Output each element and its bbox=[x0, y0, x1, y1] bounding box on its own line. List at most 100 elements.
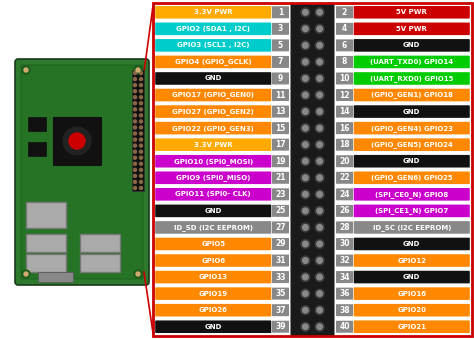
Circle shape bbox=[315, 91, 324, 100]
Circle shape bbox=[139, 90, 143, 93]
Circle shape bbox=[301, 124, 310, 133]
Text: ID_SD (I2C EEPROM): ID_SD (I2C EEPROM) bbox=[174, 224, 253, 231]
Circle shape bbox=[315, 41, 324, 50]
Circle shape bbox=[301, 306, 310, 315]
Circle shape bbox=[302, 76, 308, 81]
FancyBboxPatch shape bbox=[336, 155, 353, 167]
FancyBboxPatch shape bbox=[155, 204, 271, 217]
Text: GPIO16: GPIO16 bbox=[397, 291, 426, 297]
FancyBboxPatch shape bbox=[336, 23, 353, 35]
FancyBboxPatch shape bbox=[155, 271, 271, 283]
Text: 7: 7 bbox=[278, 57, 283, 66]
Circle shape bbox=[315, 74, 324, 83]
Circle shape bbox=[315, 8, 324, 17]
Text: 17: 17 bbox=[275, 140, 286, 149]
Text: 25: 25 bbox=[275, 206, 286, 215]
Text: 8: 8 bbox=[342, 57, 347, 66]
Circle shape bbox=[317, 324, 322, 330]
FancyBboxPatch shape bbox=[272, 39, 289, 52]
FancyBboxPatch shape bbox=[354, 188, 470, 201]
Circle shape bbox=[302, 59, 308, 65]
Circle shape bbox=[317, 175, 322, 181]
FancyBboxPatch shape bbox=[155, 188, 271, 201]
Text: (GPIO_GEN4) GPIO23: (GPIO_GEN4) GPIO23 bbox=[371, 125, 453, 132]
FancyBboxPatch shape bbox=[336, 205, 353, 217]
FancyBboxPatch shape bbox=[272, 238, 289, 250]
FancyBboxPatch shape bbox=[155, 238, 271, 250]
Circle shape bbox=[315, 157, 324, 166]
Circle shape bbox=[317, 258, 322, 263]
Circle shape bbox=[317, 59, 322, 65]
Circle shape bbox=[139, 72, 143, 75]
FancyBboxPatch shape bbox=[354, 238, 470, 250]
Text: 28: 28 bbox=[339, 223, 350, 232]
Text: GPIO13: GPIO13 bbox=[199, 274, 228, 280]
Circle shape bbox=[315, 289, 324, 298]
Circle shape bbox=[317, 142, 322, 147]
FancyBboxPatch shape bbox=[354, 287, 470, 300]
FancyBboxPatch shape bbox=[336, 188, 353, 200]
FancyBboxPatch shape bbox=[53, 117, 101, 165]
FancyBboxPatch shape bbox=[291, 3, 335, 336]
FancyBboxPatch shape bbox=[272, 304, 289, 316]
FancyBboxPatch shape bbox=[336, 255, 353, 266]
Circle shape bbox=[134, 270, 142, 278]
FancyBboxPatch shape bbox=[272, 73, 289, 84]
Circle shape bbox=[315, 322, 324, 331]
Circle shape bbox=[317, 125, 322, 131]
Circle shape bbox=[302, 142, 308, 147]
Circle shape bbox=[315, 124, 324, 133]
FancyBboxPatch shape bbox=[354, 271, 470, 283]
Text: 5V PWR: 5V PWR bbox=[396, 26, 427, 32]
Circle shape bbox=[315, 24, 324, 33]
FancyBboxPatch shape bbox=[336, 73, 353, 84]
Circle shape bbox=[301, 8, 310, 17]
Text: 9: 9 bbox=[278, 74, 283, 83]
Circle shape bbox=[317, 274, 322, 280]
FancyBboxPatch shape bbox=[80, 234, 120, 252]
Text: 6: 6 bbox=[342, 41, 347, 50]
Text: 35: 35 bbox=[275, 289, 286, 298]
Circle shape bbox=[139, 180, 143, 183]
Text: 2: 2 bbox=[342, 8, 347, 17]
Circle shape bbox=[134, 180, 137, 183]
Text: 27: 27 bbox=[275, 223, 286, 232]
Text: GND: GND bbox=[205, 76, 222, 81]
Text: 39: 39 bbox=[275, 322, 286, 331]
Circle shape bbox=[134, 102, 137, 105]
Circle shape bbox=[302, 9, 308, 15]
Circle shape bbox=[139, 138, 143, 141]
Circle shape bbox=[134, 174, 137, 177]
Text: 3.3V PWR: 3.3V PWR bbox=[194, 142, 233, 148]
Text: GPIO27 (GPIO_GEN2): GPIO27 (GPIO_GEN2) bbox=[173, 108, 254, 115]
Circle shape bbox=[136, 68, 140, 72]
FancyBboxPatch shape bbox=[28, 117, 46, 131]
Circle shape bbox=[317, 291, 322, 296]
Circle shape bbox=[134, 66, 142, 74]
FancyBboxPatch shape bbox=[155, 72, 271, 85]
Text: GND: GND bbox=[403, 274, 420, 280]
Text: GND: GND bbox=[403, 108, 420, 115]
Circle shape bbox=[315, 57, 324, 66]
Text: 38: 38 bbox=[339, 306, 350, 315]
Text: GPIO21: GPIO21 bbox=[397, 324, 426, 330]
FancyBboxPatch shape bbox=[336, 321, 353, 333]
FancyBboxPatch shape bbox=[336, 105, 353, 118]
Text: 19: 19 bbox=[275, 157, 286, 166]
Text: (GPIO_GEN1) GPIO18: (GPIO_GEN1) GPIO18 bbox=[371, 92, 453, 99]
FancyBboxPatch shape bbox=[272, 23, 289, 35]
FancyBboxPatch shape bbox=[272, 122, 289, 134]
FancyBboxPatch shape bbox=[272, 255, 289, 266]
Circle shape bbox=[302, 307, 308, 313]
FancyBboxPatch shape bbox=[336, 56, 353, 68]
FancyBboxPatch shape bbox=[336, 221, 353, 234]
Circle shape bbox=[24, 68, 28, 72]
Text: 18: 18 bbox=[339, 140, 350, 149]
Circle shape bbox=[301, 273, 310, 282]
Circle shape bbox=[136, 272, 140, 276]
Text: 34: 34 bbox=[339, 273, 350, 282]
Text: 3.3V PWR: 3.3V PWR bbox=[194, 9, 233, 15]
FancyBboxPatch shape bbox=[336, 304, 353, 316]
Text: 3: 3 bbox=[278, 24, 283, 33]
FancyBboxPatch shape bbox=[272, 172, 289, 184]
